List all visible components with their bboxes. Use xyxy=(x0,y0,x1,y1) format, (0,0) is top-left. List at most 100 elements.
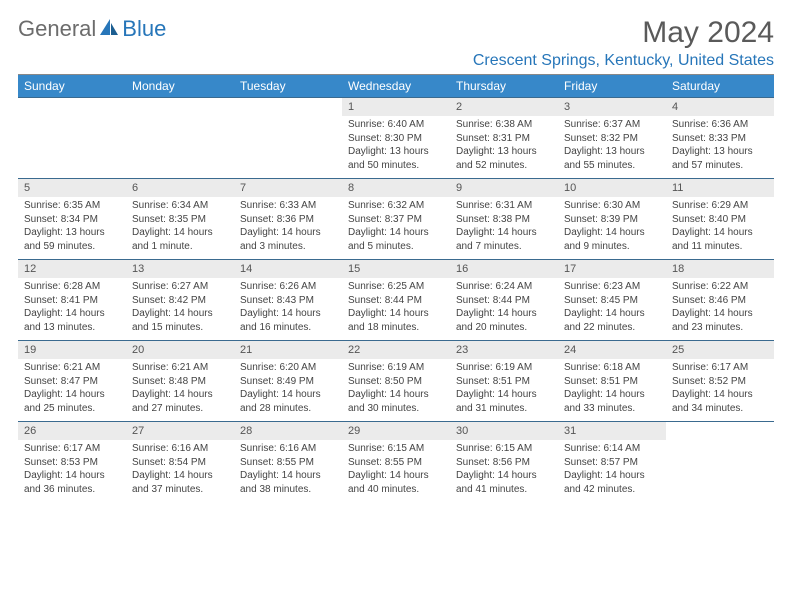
detail-line: and 15 minutes. xyxy=(132,321,228,335)
day-number-cell: 27 xyxy=(126,422,234,441)
detail-line: and 22 minutes. xyxy=(564,321,660,335)
day-number-cell: 4 xyxy=(666,98,774,117)
detail-line: Daylight: 13 hours xyxy=(456,145,552,159)
day-detail-cell: Sunrise: 6:16 AMSunset: 8:54 PMDaylight:… xyxy=(126,440,234,502)
day-number-cell: 14 xyxy=(234,260,342,279)
detail-line: Daylight: 14 hours xyxy=(348,388,444,402)
location-label: Crescent Springs, Kentucky, United State… xyxy=(473,52,774,70)
detail-line: Sunset: 8:30 PM xyxy=(348,132,444,146)
detail-line: Daylight: 13 hours xyxy=(348,145,444,159)
detail-line: and 33 minutes. xyxy=(564,402,660,416)
detail-line: Sunrise: 6:21 AM xyxy=(24,361,120,375)
detail-line: and 34 minutes. xyxy=(672,402,768,416)
day-number-cell: 1 xyxy=(342,98,450,117)
day-number-cell: 7 xyxy=(234,179,342,198)
detail-line: and 13 minutes. xyxy=(24,321,120,335)
detail-line: Daylight: 14 hours xyxy=(132,388,228,402)
detail-line: Sunrise: 6:30 AM xyxy=(564,199,660,213)
detail-line: Daylight: 14 hours xyxy=(672,226,768,240)
detail-line: Sunrise: 6:34 AM xyxy=(132,199,228,213)
detail-line: Sunrise: 6:37 AM xyxy=(564,118,660,132)
day-header: Sunday xyxy=(18,75,126,98)
detail-line: and 20 minutes. xyxy=(456,321,552,335)
detail-line: and 42 minutes. xyxy=(564,483,660,497)
day-number-cell: 26 xyxy=(18,422,126,441)
day-detail-cell: Sunrise: 6:17 AMSunset: 8:53 PMDaylight:… xyxy=(18,440,126,502)
detail-line: Daylight: 14 hours xyxy=(672,307,768,321)
day-detail-cell: Sunrise: 6:24 AMSunset: 8:44 PMDaylight:… xyxy=(450,278,558,341)
detail-line: Sunset: 8:44 PM xyxy=(456,294,552,308)
detail-line: Sunrise: 6:19 AM xyxy=(348,361,444,375)
detail-line: Sunrise: 6:20 AM xyxy=(240,361,336,375)
day-detail-cell: Sunrise: 6:33 AMSunset: 8:36 PMDaylight:… xyxy=(234,197,342,260)
day-detail-cell: Sunrise: 6:25 AMSunset: 8:44 PMDaylight:… xyxy=(342,278,450,341)
detail-line: Sunset: 8:38 PM xyxy=(456,213,552,227)
detail-line: Daylight: 14 hours xyxy=(564,226,660,240)
day-number-cell: 29 xyxy=(342,422,450,441)
day-detail-cell xyxy=(666,440,774,502)
day-number-cell: 18 xyxy=(666,260,774,279)
detail-line: Daylight: 14 hours xyxy=(564,307,660,321)
month-title: May 2024 xyxy=(473,16,774,50)
detail-line: Sunset: 8:40 PM xyxy=(672,213,768,227)
detail-line: Sunrise: 6:27 AM xyxy=(132,280,228,294)
day-number-cell: 21 xyxy=(234,341,342,360)
day-number-cell: 10 xyxy=(558,179,666,198)
detail-line: Daylight: 14 hours xyxy=(672,388,768,402)
day-detail-cell: Sunrise: 6:27 AMSunset: 8:42 PMDaylight:… xyxy=(126,278,234,341)
day-header: Monday xyxy=(126,75,234,98)
detail-line: Sunrise: 6:35 AM xyxy=(24,199,120,213)
detail-line: Sunset: 8:55 PM xyxy=(240,456,336,470)
day-number-cell xyxy=(234,98,342,117)
detail-line: Sunrise: 6:17 AM xyxy=(672,361,768,375)
detail-line: and 52 minutes. xyxy=(456,159,552,173)
day-header-row: Sunday Monday Tuesday Wednesday Thursday… xyxy=(18,75,774,98)
day-detail-cell: Sunrise: 6:30 AMSunset: 8:39 PMDaylight:… xyxy=(558,197,666,260)
detail-row: Sunrise: 6:28 AMSunset: 8:41 PMDaylight:… xyxy=(18,278,774,341)
detail-line: Daylight: 14 hours xyxy=(240,388,336,402)
detail-line: Sunrise: 6:19 AM xyxy=(456,361,552,375)
detail-line: and 59 minutes. xyxy=(24,240,120,254)
detail-line: Sunset: 8:51 PM xyxy=(456,375,552,389)
detail-line: and 23 minutes. xyxy=(672,321,768,335)
detail-line: Sunset: 8:46 PM xyxy=(672,294,768,308)
detail-line: and 3 minutes. xyxy=(240,240,336,254)
detail-line: Sunset: 8:34 PM xyxy=(24,213,120,227)
daynum-row: 12131415161718 xyxy=(18,260,774,279)
detail-line: Sunrise: 6:25 AM xyxy=(348,280,444,294)
daynum-row: 567891011 xyxy=(18,179,774,198)
day-number-cell: 2 xyxy=(450,98,558,117)
detail-line: and 5 minutes. xyxy=(348,240,444,254)
logo: General Blue xyxy=(18,16,166,42)
detail-line: Sunset: 8:45 PM xyxy=(564,294,660,308)
day-number-cell xyxy=(666,422,774,441)
detail-line: Daylight: 14 hours xyxy=(456,469,552,483)
day-header: Saturday xyxy=(666,75,774,98)
detail-line: Sunset: 8:44 PM xyxy=(348,294,444,308)
title-block: May 2024 Crescent Springs, Kentucky, Uni… xyxy=(473,16,774,70)
detail-line: and 41 minutes. xyxy=(456,483,552,497)
detail-line: Sunset: 8:53 PM xyxy=(24,456,120,470)
detail-line: and 55 minutes. xyxy=(564,159,660,173)
detail-row: Sunrise: 6:21 AMSunset: 8:47 PMDaylight:… xyxy=(18,359,774,422)
detail-line: Sunrise: 6:28 AM xyxy=(24,280,120,294)
detail-line: Daylight: 13 hours xyxy=(24,226,120,240)
day-detail-cell xyxy=(234,116,342,179)
detail-line: and 25 minutes. xyxy=(24,402,120,416)
day-number-cell: 24 xyxy=(558,341,666,360)
detail-line: Sunset: 8:49 PM xyxy=(240,375,336,389)
detail-line: Daylight: 14 hours xyxy=(24,388,120,402)
day-header: Friday xyxy=(558,75,666,98)
detail-line: and 36 minutes. xyxy=(24,483,120,497)
detail-line: Sunset: 8:39 PM xyxy=(564,213,660,227)
day-number-cell xyxy=(18,98,126,117)
detail-line: and 27 minutes. xyxy=(132,402,228,416)
detail-line: Daylight: 14 hours xyxy=(564,388,660,402)
day-detail-cell: Sunrise: 6:29 AMSunset: 8:40 PMDaylight:… xyxy=(666,197,774,260)
day-number-cell: 9 xyxy=(450,179,558,198)
day-number-cell: 19 xyxy=(18,341,126,360)
detail-line: Sunset: 8:50 PM xyxy=(348,375,444,389)
detail-line: Daylight: 14 hours xyxy=(348,469,444,483)
day-number-cell: 8 xyxy=(342,179,450,198)
detail-line: Sunset: 8:56 PM xyxy=(456,456,552,470)
